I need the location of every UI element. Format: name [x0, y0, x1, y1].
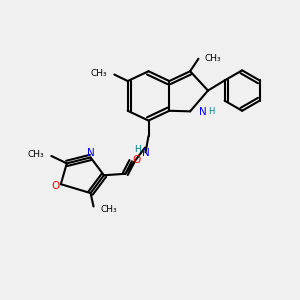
- Text: H: H: [134, 146, 141, 154]
- Text: N: N: [87, 148, 94, 158]
- Text: CH₃: CH₃: [90, 68, 107, 77]
- Text: O: O: [132, 155, 140, 165]
- Text: N: N: [199, 107, 206, 117]
- Text: CH₃: CH₃: [205, 54, 222, 63]
- Text: H: H: [208, 107, 214, 116]
- Text: N: N: [142, 148, 149, 158]
- Text: CH₃: CH₃: [100, 205, 117, 214]
- Text: O: O: [51, 181, 60, 191]
- Text: CH₃: CH₃: [27, 150, 44, 159]
